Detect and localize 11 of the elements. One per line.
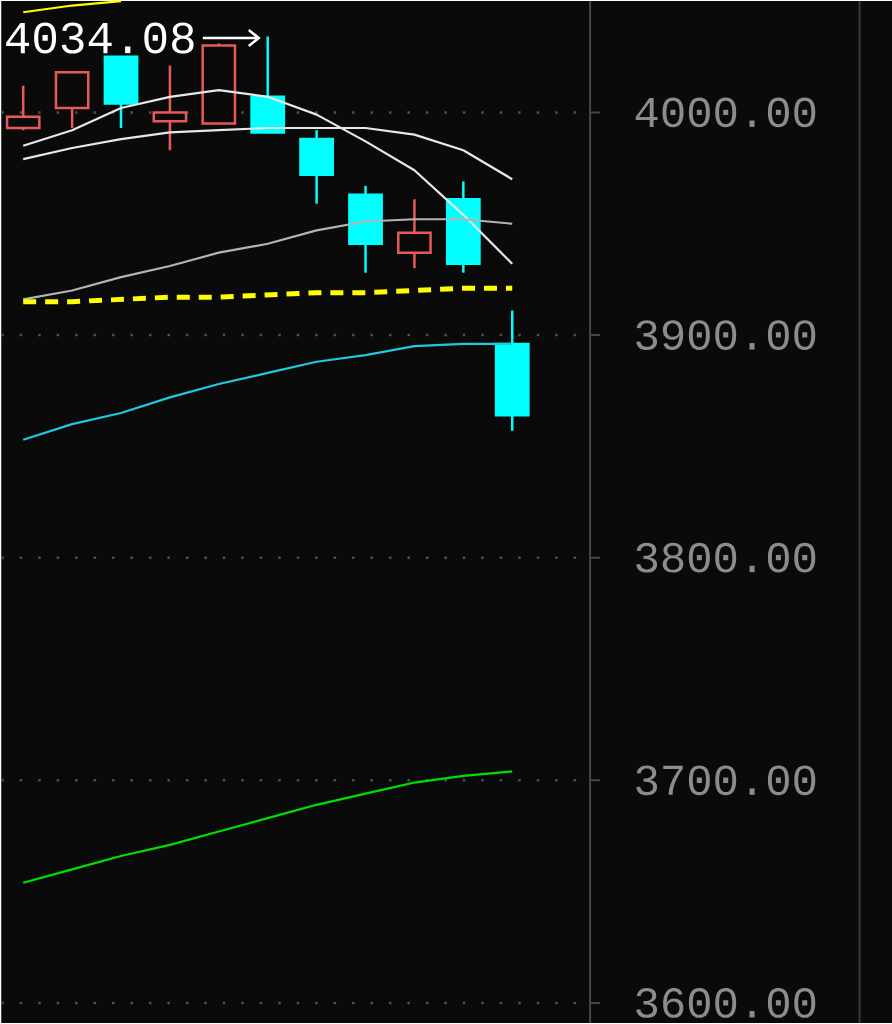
annotation: 4034.08 [5, 22, 194, 54]
y-tick-label: 3900.00 [636, 320, 816, 350]
line-series [21, 89, 514, 265]
line-series [21, 342, 514, 441]
y-tick-label: 3800.00 [636, 542, 816, 573]
y-tick-label: 3700.00 [636, 765, 816, 796]
y-tick-label: 3600.00 [636, 988, 816, 1018]
y-tick-label: 4000.00 [635, 97, 816, 128]
candlestick [152, 64, 188, 152]
line-series [21, 770, 514, 884]
line-series [21, 218, 514, 301]
